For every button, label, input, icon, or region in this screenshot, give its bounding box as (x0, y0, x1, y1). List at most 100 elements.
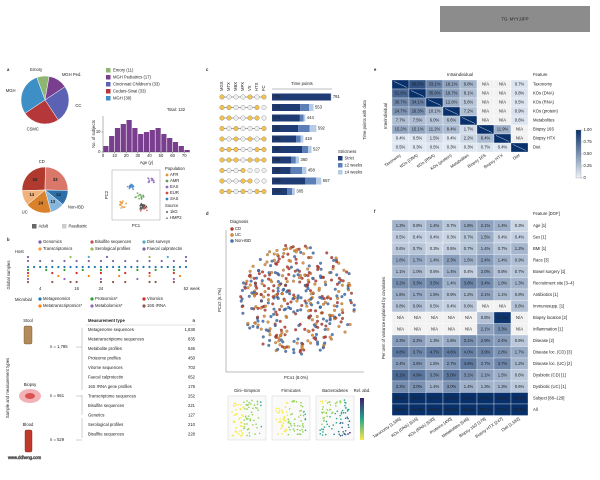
combo-dot (233, 168, 239, 173)
legend-label: Metatranscriptomics* (43, 303, 82, 308)
sample-dot (320, 296, 324, 300)
sample-dot (300, 303, 304, 307)
sample-dot (292, 293, 296, 297)
timeline-dot (172, 268, 175, 272)
timeline-dot (81, 265, 84, 269)
diagonal-mark (393, 81, 408, 88)
combo-dot (261, 178, 267, 184)
row-label: Dysbiotic (CD) [1] (533, 372, 566, 377)
inset-dot (245, 403, 247, 406)
sample-dot (252, 290, 256, 294)
bar-segment (300, 135, 304, 143)
cell-label: 24.7% (395, 109, 407, 114)
timeline-dot (39, 259, 42, 263)
sample-dot (247, 294, 251, 298)
timeline-dot (148, 271, 151, 275)
timeline-dot (166, 265, 169, 269)
sample-dot (269, 264, 273, 268)
sample-marker (145, 205, 148, 208)
legend-label: Cincinnati Children's (33) (113, 82, 160, 87)
legend-label: Bisulfite sequences (95, 239, 131, 244)
inset-dot (246, 408, 248, 410)
inset-dot (280, 409, 283, 411)
cell-label: 1.7% (464, 127, 474, 132)
sample-dot (337, 290, 341, 294)
inset-dot (249, 418, 252, 420)
inset-dot (241, 425, 243, 427)
cell-label: 0.3% (464, 145, 474, 150)
inset-dot (238, 418, 240, 420)
sample-dot (352, 308, 356, 312)
sample-dot (132, 188, 135, 191)
inset-dot (293, 400, 295, 403)
inset-dot (344, 433, 347, 436)
sample-marker (165, 210, 169, 214)
inset-dot (344, 411, 347, 414)
inset-dot (241, 434, 244, 436)
legend-dot (142, 297, 146, 301)
sample-dot (282, 251, 286, 255)
inset-dot (257, 409, 260, 411)
cell-label: 3.3% (396, 384, 406, 389)
sample-dot (284, 277, 288, 281)
week-unit: week (190, 286, 201, 291)
cell-label: 63.3% (463, 407, 475, 412)
inset-dot (259, 401, 262, 403)
sample-name: Stool (23, 318, 33, 323)
timeline-dot (51, 259, 54, 263)
inset-dot (325, 411, 328, 414)
cell-label: 0.6% (396, 246, 406, 251)
sample-dot (260, 282, 264, 286)
combo-dot (240, 168, 246, 173)
sample-dot (268, 273, 272, 277)
inset-dot (322, 417, 324, 420)
inset-dot (300, 401, 302, 404)
timeline-dot (172, 265, 175, 269)
row-label: KOs (DNA) (533, 91, 555, 96)
row-label: Race [3] (533, 257, 549, 262)
sample-dot (274, 335, 278, 339)
sample-dot (311, 276, 315, 280)
cell-label: 1.8% (498, 280, 508, 285)
cell-label: 1.2% (515, 361, 525, 366)
sample-dot (304, 289, 308, 293)
combo-dot (226, 126, 232, 131)
inset-dot (335, 417, 338, 420)
sample-dot (239, 299, 243, 303)
axis-title: Intraindividual (447, 72, 473, 77)
sample-dot (318, 305, 322, 309)
sample-dot (134, 196, 137, 199)
inset-dot (347, 417, 349, 420)
bar-segment (272, 146, 302, 153)
axis-title: PC1 (132, 223, 141, 228)
bar-segment (272, 125, 299, 132)
sample-dot (345, 270, 349, 274)
inset-dot (323, 411, 325, 413)
timeline-dot (136, 268, 139, 272)
table-cell: 835 (188, 337, 196, 342)
inset-dot (235, 413, 237, 416)
sample-dot (255, 286, 259, 290)
table-cell: Metabolite profiles (88, 346, 122, 351)
sample-dot (323, 341, 327, 345)
bar-segment (298, 125, 310, 132)
legend-label: Cedars-Sinai (33) (113, 89, 146, 94)
cell-label: 0.5% (515, 100, 525, 105)
inset-dot (275, 410, 277, 412)
inset-dot (301, 424, 304, 427)
sample-dot (268, 338, 272, 342)
sample-dot (316, 342, 320, 346)
combo-dot (233, 105, 239, 110)
combo-dot (240, 115, 246, 121)
combo-dot (261, 168, 267, 173)
legend-swatch (62, 224, 67, 229)
cell-label: 2.2% (413, 338, 423, 343)
inset-dot (236, 412, 238, 415)
cell-label: 66.6% (395, 407, 407, 412)
inset-dot (260, 425, 263, 428)
column-label: VX (247, 85, 252, 91)
combo-dot (219, 126, 225, 131)
pie-wedge (20, 77, 46, 114)
legend-dot (165, 191, 169, 195)
sample-dot (303, 327, 307, 331)
